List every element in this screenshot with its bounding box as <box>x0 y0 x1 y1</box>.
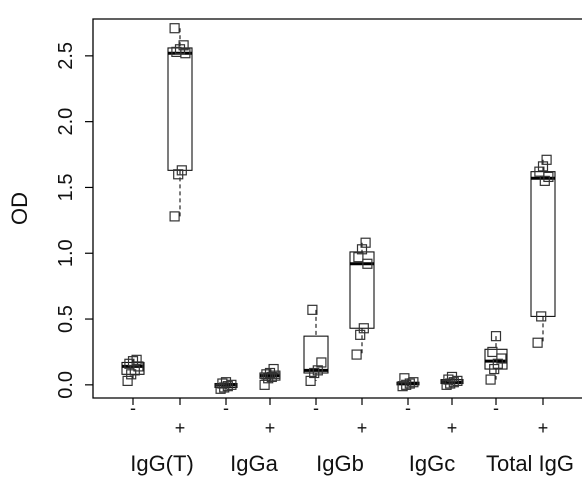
box-iggaminus: - <box>214 377 238 418</box>
data-point <box>351 349 362 360</box>
data-point <box>220 377 232 388</box>
box-igg-t-plus: + <box>167 23 193 438</box>
group-label: IgGc <box>409 451 455 476</box>
treatment-label: + <box>357 418 368 438</box>
data-point <box>448 377 459 388</box>
data-point <box>358 323 369 334</box>
data-point <box>401 379 412 390</box>
data-point <box>176 165 187 176</box>
data-point <box>268 363 279 375</box>
treatment-label: + <box>538 418 549 438</box>
data-point <box>178 40 189 51</box>
box-total-iggminus: - <box>484 331 508 418</box>
group-label: IgGb <box>316 451 364 476</box>
data-point <box>305 375 316 386</box>
data-point <box>261 369 272 380</box>
data-point <box>356 244 368 255</box>
group-label: IgG(T) <box>130 451 194 476</box>
data-point <box>309 367 320 379</box>
data-point <box>441 379 452 390</box>
data-point <box>127 356 139 367</box>
y-tick-label: 2.0 <box>55 108 77 136</box>
data-point <box>362 258 373 269</box>
y-tick-label: 1.0 <box>55 239 77 267</box>
treatment-label: + <box>265 418 276 438</box>
data-point <box>485 374 496 385</box>
data-point <box>543 171 554 183</box>
treatment-label: - <box>405 398 411 418</box>
box-rect <box>484 348 508 370</box>
data-point <box>169 211 180 222</box>
data-point <box>532 337 543 348</box>
treatment-label: + <box>447 418 458 438</box>
data-point <box>490 331 502 342</box>
y-tick-label: 1.5 <box>55 174 77 202</box>
data-point <box>404 378 415 389</box>
box-iggbplus: + <box>349 237 375 438</box>
data-point <box>534 166 545 177</box>
treatment-label: - <box>493 398 499 418</box>
data-point <box>122 375 133 386</box>
box-iggbminus: - <box>303 304 329 418</box>
box-total-iggplus: + <box>530 154 556 438</box>
data-point <box>316 357 327 368</box>
data-point <box>307 304 318 315</box>
y-tick-label: 2.5 <box>55 42 77 70</box>
data-point <box>355 329 366 340</box>
box-rect <box>530 171 556 317</box>
data-point <box>443 374 454 385</box>
box-iggcminus: - <box>396 373 420 418</box>
data-point <box>492 358 503 369</box>
plot-frame <box>92 18 582 399</box>
data-point <box>399 373 410 384</box>
data-point <box>215 383 226 394</box>
data-point <box>353 252 364 263</box>
box-rect <box>349 251 375 329</box>
data-point <box>496 353 507 364</box>
data-point <box>536 311 547 322</box>
y-axis-label: OD <box>7 192 32 225</box>
group-label: Total IgG <box>486 451 574 476</box>
data-point <box>541 154 552 165</box>
data-point <box>397 381 408 392</box>
data-point <box>217 378 228 389</box>
box-rect <box>167 47 193 171</box>
data-point <box>489 363 500 375</box>
treatment-label: - <box>223 398 229 418</box>
box-rect <box>303 335 329 374</box>
data-point <box>131 354 142 365</box>
box-iggcplus: + <box>440 371 464 438</box>
box-igg-t-minus: - <box>121 354 145 418</box>
data-point <box>171 46 182 57</box>
group-label: IgGa <box>230 451 278 476</box>
data-point <box>537 161 549 172</box>
data-point <box>169 23 180 34</box>
y-tick-label: 0.5 <box>55 305 77 333</box>
treatment-label: + <box>175 418 186 438</box>
treatment-label: - <box>130 398 136 418</box>
y-tick-label: 0.0 <box>55 371 77 399</box>
treatment-label: - <box>313 398 319 418</box>
data-point <box>259 379 270 390</box>
data-point <box>312 365 323 376</box>
data-point <box>360 237 371 248</box>
data-point <box>487 346 498 358</box>
box-iggaplus: + <box>259 363 281 438</box>
data-point <box>446 371 458 383</box>
